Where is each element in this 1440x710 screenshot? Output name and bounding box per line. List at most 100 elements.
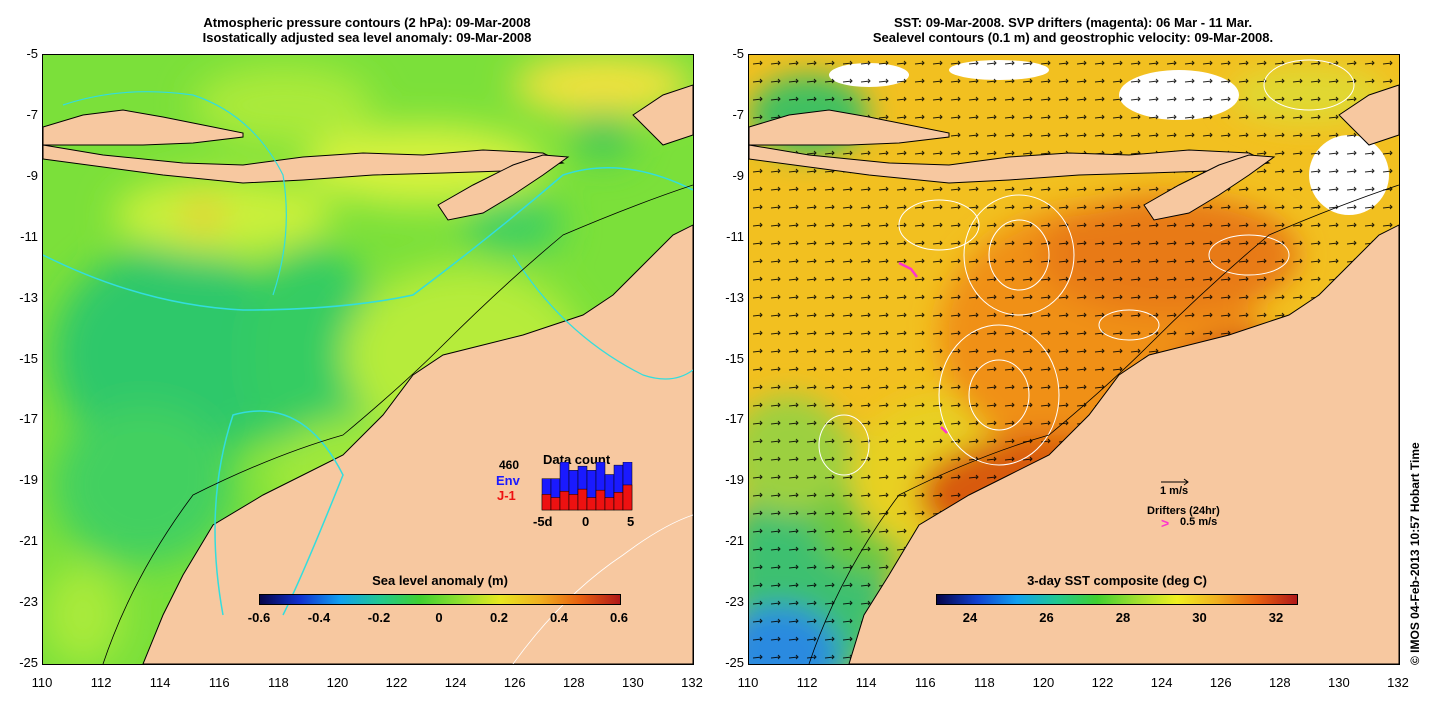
right-y-tick-label: -21 [725, 533, 744, 549]
right-y-tick-label: -17 [725, 411, 744, 427]
sla-colorbar-title: Sea level anomaly (m) [372, 573, 508, 588]
data-count-axis-label: 0 [582, 514, 590, 529]
timor-island [437, 154, 570, 221]
sla-colorbar-label: -0.6 [247, 610, 271, 625]
left-title-line1: Atmospheric pressure contours (2 hPa): 0… [203, 15, 531, 30]
sst-colorbar-label: 26 [1039, 610, 1054, 625]
right-y-tick-label: -25 [725, 655, 744, 670]
left-x-tick-label: 128 [562, 675, 585, 690]
right-x-tick-label: 128 [1268, 675, 1291, 690]
right-y-tick-label: -9 [732, 167, 744, 183]
sst-colorbar-label: 30 [1192, 610, 1207, 625]
sla-colorbar-label: -0.2 [367, 610, 391, 625]
right-y-tick-label: -19 [725, 472, 744, 488]
right-y-tick-label: -5 [732, 46, 744, 61]
right-x-tick-label: 130 [1328, 675, 1350, 690]
timor-island [1143, 154, 1276, 221]
right-x-tick-label: 122 [1091, 675, 1114, 690]
drifter-legend-title: Drifters (24hr) [1147, 505, 1220, 517]
right-x-tick-label: 120 [1032, 675, 1055, 690]
data-count-histogram [541, 462, 633, 511]
right-panel-title: SST: 09-Mar-2008. SVP drifters (magenta)… [748, 15, 1398, 45]
sst-colorbar-label: 24 [962, 610, 978, 625]
right-y-tick-label: -15 [725, 350, 744, 366]
top-islands [43, 109, 244, 146]
eastern-island [632, 84, 693, 146]
right-x-tick-label: 116 [914, 675, 936, 690]
left-x-tick-label: 110 [31, 675, 53, 690]
data-count-series-env: Env [496, 473, 520, 488]
sla-colorbar-label: 0.2 [489, 610, 509, 625]
right-x-tick-label: 132 [1387, 675, 1409, 690]
right-x-tick-label: 110 [737, 675, 759, 690]
left-y-tick-label: -9 [26, 167, 38, 183]
sea-level-anomaly-map [42, 54, 694, 665]
drifter-track [940, 426, 948, 434]
drifter-track [898, 261, 918, 278]
right-y-tick-label: -11 [726, 228, 744, 244]
sst-field [749, 55, 1399, 664]
left-y-tick-label: -25 [19, 655, 38, 670]
top-islands [749, 109, 950, 146]
data-count-j1-bar [622, 484, 633, 511]
left-title-line2: Isostatically adjusted sea level anomaly… [202, 30, 532, 45]
data-count-j1-bar [604, 497, 615, 511]
left-y-tick-label: -7 [26, 106, 38, 122]
data-count-j1-bar [595, 489, 606, 511]
data-count-j1-bar [586, 497, 597, 511]
right-x-tick-label: 114 [855, 675, 877, 690]
right-x-tick-label: 124 [1150, 675, 1173, 690]
sst-colorbar [936, 594, 1298, 605]
left-y-tick-label: -23 [19, 594, 38, 610]
data-count-series-j1: J-1 [497, 488, 516, 503]
left-x-tick-label: 126 [503, 675, 526, 690]
left-x-tick-label: 118 [267, 675, 289, 690]
right-y-tick-label: -7 [732, 106, 744, 122]
left-x-tick-label: 116 [208, 675, 230, 690]
eastern-island [1338, 84, 1399, 146]
australia-landmass [848, 224, 1399, 664]
data-count-j1-bar [541, 494, 552, 511]
data-count-axis-label: 5 [627, 514, 635, 529]
left-y-tick-label: -21 [19, 533, 38, 549]
right-x-tick-label: 126 [1209, 675, 1232, 690]
right-y-tick-label: -23 [725, 594, 744, 610]
sla-colorbar [259, 594, 621, 605]
left-x-tick-label: 112 [90, 675, 112, 690]
australia-landmass [142, 224, 693, 664]
left-y-tick-label: -5 [26, 46, 38, 61]
sst-colorbar-title: 3-day SST composite (deg C) [1027, 573, 1207, 588]
sla-colorbar-label: 0 [435, 610, 443, 625]
right-y-tick-label: -13 [725, 289, 744, 305]
velocity-scale-arrow [1161, 478, 1189, 486]
left-x-tick-label: 122 [385, 675, 408, 690]
left-x-tick-label: 120 [326, 675, 349, 690]
drifter-legend-symbol: > [1161, 515, 1170, 531]
left-y-tick-label: -19 [19, 472, 38, 488]
left-y-tick-label: -17 [19, 411, 38, 427]
sst-map [748, 54, 1400, 665]
data-count-j1-bar [550, 497, 561, 511]
left-x-tick-label: 132 [681, 675, 703, 690]
left-x-tick-label: 130 [622, 675, 644, 690]
data-count-j1-bar [577, 488, 588, 511]
drifter-legend-scale: 0.5 m/s [1180, 516, 1218, 528]
right-title-line1: SST: 09-Mar-2008. SVP drifters (magenta)… [893, 15, 1253, 30]
data-count-j1-bar [559, 490, 570, 511]
left-x-tick-label: 114 [149, 675, 171, 690]
right-x-tick-label: 112 [796, 675, 818, 690]
left-y-tick-label: -13 [19, 289, 38, 305]
sst-colorbar-label: 32 [1268, 610, 1284, 625]
sla-colorbar-label: 0.6 [609, 610, 629, 625]
left-x-tick-label: 124 [444, 675, 467, 690]
velocity-scale-label: 1 m/s [1160, 485, 1189, 497]
sla-colorbar-label: -0.4 [307, 610, 331, 625]
lesser-sunda-islands [749, 144, 1271, 184]
data-count-max-label: 460 [499, 458, 520, 472]
imos-credit: © IMOS 04-Feb-2013 10:57 Hobart Time [1408, 442, 1422, 665]
data-count-axis-label: -5d [533, 514, 553, 529]
data-count-j1-bar [613, 492, 624, 511]
lesser-sunda-islands [43, 144, 565, 184]
data-count-j1-bar [568, 494, 579, 511]
sst-colorbar-label: 28 [1115, 610, 1131, 625]
